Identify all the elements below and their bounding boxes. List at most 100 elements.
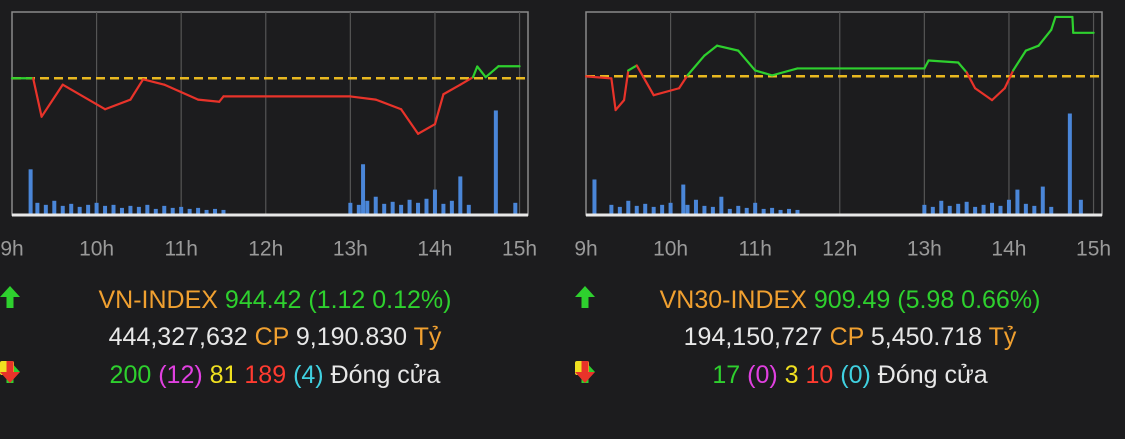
volume-bar (86, 204, 91, 215)
volume-bar (43, 204, 48, 215)
volume-bar (170, 207, 175, 215)
volume-bar (617, 206, 622, 215)
volume-bar (1006, 199, 1011, 215)
volume-bar (998, 205, 1003, 215)
price-segment (610, 77, 617, 112)
volume-bar (681, 184, 686, 215)
price-segment (965, 71, 977, 90)
volume-bar (179, 206, 184, 215)
summary-line: VN-INDEX 944.42 (1.12 0.12%) (0, 285, 555, 315)
volume-bar (778, 209, 783, 215)
volume-bar (939, 200, 944, 215)
volume-bar (52, 200, 57, 215)
volume-bar (94, 202, 99, 215)
value-traded: 9,190.830 (295, 323, 408, 351)
price-segment (129, 78, 145, 101)
volume-bar (956, 203, 961, 215)
price-segment (923, 59, 930, 70)
volume-bar (382, 203, 387, 215)
price-segment (1024, 44, 1040, 52)
volume: 444,327,632 (108, 323, 248, 351)
volume-bar (964, 201, 969, 215)
advances: 200 (109, 361, 152, 389)
plot-frame (585, 11, 1103, 216)
status: Đóng cửa (877, 361, 988, 389)
volume-bar (493, 110, 498, 215)
price-segment (400, 108, 420, 135)
price-segment (974, 87, 994, 102)
volume-bar (153, 208, 158, 215)
price-segment (754, 69, 774, 77)
price-segment (476, 65, 487, 79)
volume-bar (432, 189, 437, 215)
volume-unit: CP (254, 323, 289, 351)
price-segment (1037, 28, 1053, 47)
volume-bar (1067, 113, 1072, 215)
price-segment (716, 44, 740, 52)
volume-bar (187, 208, 192, 215)
volume-bar (744, 207, 749, 215)
plot-frame (11, 11, 529, 216)
price-segment (677, 74, 689, 90)
x-tick-label: 14h (991, 238, 1026, 261)
price-segment (927, 59, 960, 64)
arrow-up (0, 286, 20, 308)
price-segment (218, 95, 225, 103)
advances: 17 (712, 361, 741, 389)
volume-bar (60, 205, 65, 215)
price-segment (459, 76, 475, 86)
volume-bar (1049, 206, 1054, 215)
volume-bar (162, 205, 167, 215)
x-tick-label: 10h (79, 238, 114, 261)
price-segment (163, 83, 200, 101)
volume-bar (441, 203, 446, 215)
price-segment (142, 78, 166, 86)
volume-bar (930, 206, 935, 215)
price-segment (374, 98, 403, 111)
value-unit: Tỷ (988, 323, 1017, 351)
x-tick-label: 9h (574, 238, 597, 261)
volume-bar (609, 204, 614, 215)
volume-bar (990, 202, 995, 215)
price-segment (61, 83, 107, 111)
volume-bar (399, 204, 404, 215)
volume-bar (719, 196, 724, 215)
x-tick-label: 15h (502, 238, 537, 261)
price-segment (737, 49, 757, 72)
volume-bar (390, 201, 395, 215)
price-segment (416, 123, 437, 135)
price-segment (622, 69, 630, 102)
x-tick-label: 12h (248, 238, 283, 261)
price-segment (196, 98, 221, 103)
volume-bar (1015, 189, 1020, 215)
volume-bar (710, 206, 715, 215)
volume-bar (213, 208, 218, 215)
volume-bar (736, 205, 741, 215)
volume-bar (365, 200, 370, 215)
x-tick-label: 11h (164, 238, 197, 261)
summary-line: VN30-INDEX 909.49 (5.98 0.66%) (570, 285, 1125, 315)
volume-bar (702, 205, 707, 215)
index-change: (5.98 0.66%) (897, 286, 1041, 314)
price-segment (349, 95, 377, 101)
price-segment (770, 67, 799, 77)
price-segment (990, 87, 1006, 102)
x-tick-label: 10h (653, 238, 688, 261)
volume-bar (651, 206, 656, 215)
volume: 194,150,727 (683, 323, 823, 351)
arrow-down (575, 361, 595, 383)
price-segment (686, 54, 706, 77)
unchanged: 3 (784, 361, 799, 389)
volume-bar (28, 169, 33, 215)
volume-bar (361, 164, 366, 215)
status: Đóng cửa (330, 361, 441, 389)
value-traded: 5,450.718 (870, 323, 983, 351)
floor: (4) (293, 361, 324, 389)
floor: (0) (840, 361, 871, 389)
volume-bar (204, 209, 209, 215)
x-tick-label: 12h (822, 238, 857, 261)
summary-line: 17 (0) 3 10 (0) Đóng cửa (570, 360, 1125, 390)
volume-bar (356, 204, 361, 215)
price-segment (40, 83, 64, 118)
